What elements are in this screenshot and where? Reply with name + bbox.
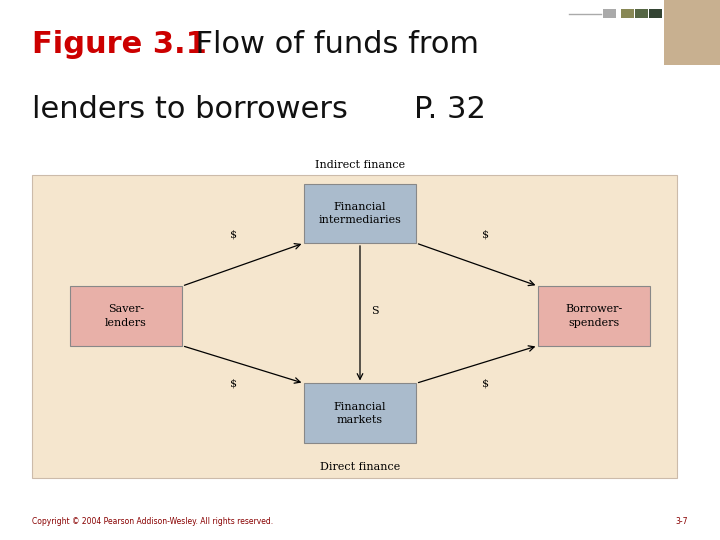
Text: Flow of funds from: Flow of funds from [176, 30, 480, 59]
Text: Indirect finance: Indirect finance [315, 160, 405, 170]
Text: $: $ [230, 379, 238, 388]
Bar [32, 176, 677, 478]
Text: Figure 3.1: Figure 3.1 [32, 30, 207, 59]
Bar [603, 9, 616, 18]
Text: Copyright © 2004 Pearson Addison-Wesley. All rights reserved.: Copyright © 2004 Pearson Addison-Wesley.… [32, 517, 274, 526]
Bar [621, 9, 634, 18]
Text: $: $ [230, 230, 238, 240]
Bar [649, 9, 662, 18]
Bar [635, 9, 648, 18]
Text: Financial
markets: Financial markets [334, 402, 386, 424]
Text: lenders to borrowers: lenders to borrowers [32, 94, 348, 124]
Text: $: $ [482, 230, 490, 240]
Text: 3-7: 3-7 [675, 517, 688, 526]
Text: Financial
intermediaries: Financial intermediaries [318, 202, 402, 225]
Text: Borrower-
spenders: Borrower- spenders [565, 305, 623, 327]
FancyBboxPatch shape [304, 383, 416, 443]
FancyBboxPatch shape [538, 286, 649, 346]
Text: Direct finance: Direct finance [320, 462, 400, 472]
Text: P. 32: P. 32 [414, 94, 486, 124]
Text: S: S [371, 306, 379, 315]
Bar [664, 0, 720, 65]
FancyBboxPatch shape [304, 184, 416, 243]
FancyBboxPatch shape [70, 286, 181, 346]
Text: $: $ [482, 379, 490, 388]
Text: Saver-
lenders: Saver- lenders [105, 305, 147, 327]
